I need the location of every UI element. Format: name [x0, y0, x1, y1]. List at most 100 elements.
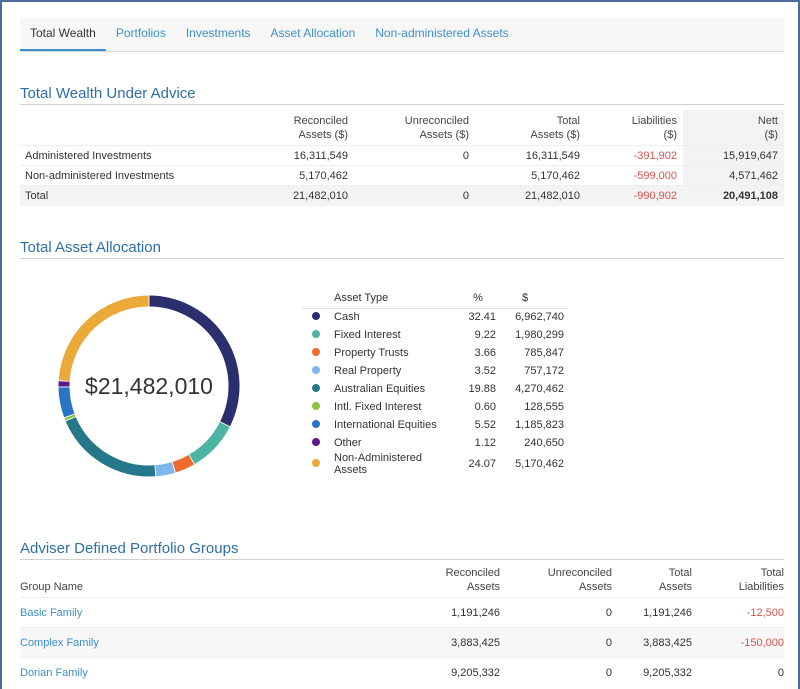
cell-nett: 20,491,108: [683, 185, 784, 206]
legend-asset-name: Property Trusts: [334, 347, 409, 359]
legend-amount: 1,185,823: [515, 419, 564, 431]
legend-pct: 32.41: [468, 311, 496, 324]
groups-header-reconciled: Reconciled Assets: [445, 567, 500, 593]
allocation-section-title: Total Asset Allocation: [20, 239, 784, 259]
wealth-header-liabilities: Liabilities ($): [631, 115, 677, 141]
legend-pct: 0.60: [474, 401, 496, 413]
donut-slice-australian-equities: [65, 416, 156, 477]
legend-header-amount: $: [500, 290, 568, 309]
donut-slice-international-equities: [58, 387, 75, 418]
cell-liabilities: -12,500: [692, 597, 784, 628]
donut-slice-cash: [149, 295, 240, 427]
donut-slice-intl-fixed-interest: [64, 414, 76, 421]
cell-reconciled: 5,170,462: [220, 165, 354, 186]
legend-amount: 5,170,462: [515, 458, 564, 470]
legend-pct: 19.88: [468, 383, 496, 395]
table-row: Complex Family 3,883,425 0 3,883,425 -15…: [20, 627, 784, 658]
legend-item: International Equities 5.52 1,185,823: [302, 416, 568, 434]
legend-swatch: [312, 330, 320, 338]
legend-amount: 785,847: [524, 347, 564, 359]
cell-reconciled: 21,482,010: [220, 185, 354, 206]
tab-total-wealth[interactable]: Total Wealth: [20, 18, 106, 51]
groups-header-liabilities: Total Liabilities: [738, 567, 784, 593]
wealth-table: Reconciled Assets ($) Unreconciled Assets …: [20, 110, 784, 206]
legend-item: Fixed Interest 9.22 1,980,299: [302, 326, 568, 344]
table-row: Non-administered Investments 5,170,462 5…: [20, 165, 784, 186]
legend-swatch: [312, 384, 320, 392]
tab-bar: Total Wealth Portfolios Investments Asse…: [20, 18, 784, 52]
table-row: Dorian Family 9,205,332 0 9,205,332 0: [20, 657, 784, 688]
cell-liabilities: -391,902: [586, 145, 683, 166]
total-row: Total 21,482,010 0 21,482,010 -990,902 2…: [20, 185, 784, 206]
cell-liabilities: 0: [692, 657, 784, 688]
legend-pct: 9.22: [474, 329, 496, 341]
cell-total: 9,205,332: [612, 657, 692, 688]
tab-investments[interactable]: Investments: [185, 26, 251, 40]
legend-amount: 4,270,462: [515, 383, 564, 395]
legend-amount: 128,555: [524, 401, 564, 413]
legend-swatch: [312, 348, 320, 356]
cell-liabilities: -990,902: [586, 185, 683, 206]
groups-header-unreconciled: Unreconciled Assets: [547, 567, 612, 593]
legend-item: Australian Equities 19.88 4,270,462: [302, 380, 568, 398]
wealth-header-total: Total Assets ($): [530, 115, 580, 141]
cell-unreconciled: 0: [500, 657, 612, 688]
cell-nett: 15,919,647: [683, 145, 784, 166]
tab-portfolios[interactable]: Portfolios: [115, 26, 166, 40]
row-label: Total: [20, 185, 220, 206]
wealth-section-title: Total Wealth Under Advice: [20, 85, 784, 105]
legend-swatch: [312, 438, 320, 446]
legend-header-type: Asset Type: [330, 290, 456, 309]
legend-swatch: [312, 402, 320, 410]
legend-item: Cash 32.41 6,962,740: [302, 308, 568, 326]
cell-nett: 4,571,462: [683, 165, 784, 186]
legend-item: Other 1.12 240,650: [302, 434, 568, 452]
wealth-header-unreconciled: Unreconciled Assets ($): [404, 115, 469, 141]
donut-slice-property-trusts: [172, 454, 195, 473]
cell-total: 16,311,549: [475, 145, 586, 166]
cell-total: 3,883,425: [612, 627, 692, 658]
donut-slice-non-administered-assets: [58, 295, 149, 382]
legend-asset-name: Australian Equities: [334, 383, 426, 395]
row-label: Administered Investments: [20, 145, 220, 166]
cell-unreconciled: [354, 165, 475, 186]
legend-asset-name: Other: [334, 437, 362, 449]
legend-header-pct: %: [456, 290, 500, 309]
legend-asset-name: Cash: [334, 311, 360, 324]
wealth-header-nett: Nett ($): [683, 110, 784, 146]
legend-swatch: [312, 459, 320, 467]
group-link[interactable]: Dorian Family: [20, 666, 88, 679]
cell-liabilities: -150,000: [692, 627, 784, 658]
legend-swatch: [312, 366, 320, 374]
legend-item: Real Property 3.52 757,172: [302, 362, 568, 380]
groups-header-name: Group Name: [20, 581, 83, 593]
legend-swatch: [312, 312, 320, 321]
wealth-header-reconciled: Reconciled Assets ($): [293, 115, 348, 141]
legend-swatch: [312, 420, 320, 428]
groups-table: Group Name Reconciled Assets Unreconciled…: [20, 564, 784, 688]
allocation-legend: Asset Type % $ Cash 32.41 6,962,740 Fixed I…: [302, 290, 568, 476]
tab-asset-allocation[interactable]: Asset Allocation: [270, 26, 356, 40]
cell-unreconciled: 0: [354, 145, 475, 166]
legend-pct: 1.12: [474, 437, 496, 449]
cell-total: 1,191,246: [612, 597, 692, 628]
cell-reconciled: 9,205,332: [400, 657, 500, 688]
donut-slice-fixed-interest: [189, 421, 230, 465]
cell-unreconciled: 0: [500, 597, 612, 628]
group-link[interactable]: Basic Family: [20, 606, 83, 619]
group-link[interactable]: Complex Family: [20, 636, 99, 649]
table-row: Administered Investments 16,311,549 0 16…: [20, 145, 784, 166]
allocation-donut-chart: [58, 295, 240, 477]
cell-total: 21,482,010: [475, 185, 586, 206]
table-row: Basic Family 1,191,246 0 1,191,246 -12,5…: [20, 597, 784, 628]
groups-section-title: Adviser Defined Portfolio Groups: [20, 540, 784, 560]
legend-pct: 3.66: [474, 347, 496, 359]
legend-pct: 5.52: [474, 419, 496, 431]
cell-unreconciled: 0: [500, 627, 612, 658]
legend-asset-name: Fixed Interest: [334, 329, 401, 341]
legend-asset-name: Non-Administered Assets: [334, 452, 423, 476]
legend-amount: 6,962,740: [515, 311, 564, 324]
tab-non-administered-assets[interactable]: Non-administered Assets: [375, 26, 509, 40]
legend-item: Non-Administered Assets 24.07 5,170,462: [302, 452, 568, 476]
